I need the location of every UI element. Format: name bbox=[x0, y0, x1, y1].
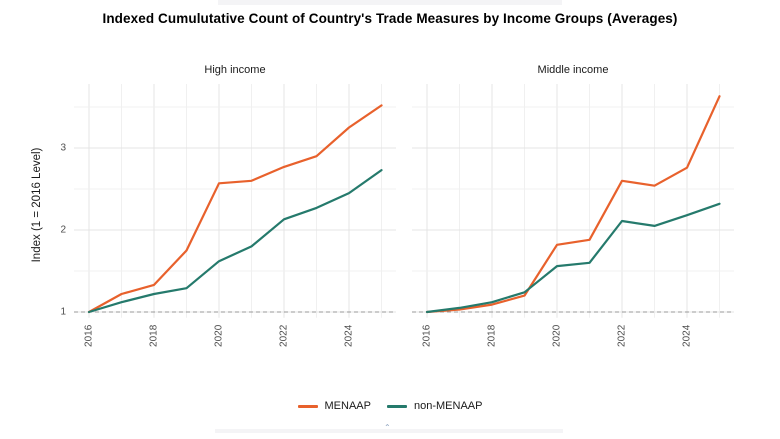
legend-label-menaap: MENAAP bbox=[324, 400, 371, 412]
x-tick-label: 2024 bbox=[344, 324, 355, 347]
chart-legend: MENAAP non-MENAAP bbox=[0, 400, 780, 412]
x-tick-label: 2022 bbox=[617, 324, 628, 347]
x-tick-label: 2016 bbox=[422, 324, 433, 347]
x-tick-label: 2022 bbox=[279, 324, 290, 347]
series-line-non-MENAAP bbox=[425, 202, 721, 314]
y-tick-label: 2 bbox=[60, 225, 66, 236]
non-menaap-line-swatch-icon bbox=[386, 404, 407, 408]
x-tick-label: 2024 bbox=[682, 324, 693, 347]
x-tick-label: 2018 bbox=[487, 324, 498, 347]
bottom-edge-artifact bbox=[215, 429, 563, 433]
facet-panel-0: 2016 2018 2020 2022 2024 bbox=[74, 84, 396, 347]
legend-entry-non-menaap: non-MENAAP bbox=[386, 400, 483, 412]
bottom-caret-artifact: ⌃ bbox=[384, 423, 391, 432]
top-edge-artifact bbox=[218, 0, 562, 5]
x-tick-label: 2020 bbox=[214, 324, 225, 347]
chart-title: Indexed Cumulutative Count of Country's … bbox=[102, 11, 678, 26]
x-tick-label: 2016 bbox=[84, 324, 95, 347]
legend-entry-menaap: MENAAP bbox=[297, 400, 371, 412]
y-tick-label: 1 bbox=[60, 307, 66, 318]
legend-label-non-menaap: non-MENAAP bbox=[413, 400, 483, 412]
series-line-MENAAP bbox=[425, 95, 721, 314]
facet-label-high-income: High income bbox=[204, 64, 266, 76]
y-tick-label: 3 bbox=[60, 143, 66, 154]
series-line-MENAAP bbox=[87, 104, 383, 314]
facet-panel-1: 2016 2018 2020 2022 2024 bbox=[412, 84, 734, 347]
series-line-non-MENAAP bbox=[87, 169, 383, 314]
x-tick-label: 2018 bbox=[149, 324, 160, 347]
facet-label-middle-income: Middle income bbox=[537, 64, 609, 76]
menaap-line-swatch-icon bbox=[297, 404, 318, 408]
x-tick-label: 2020 bbox=[552, 324, 563, 347]
